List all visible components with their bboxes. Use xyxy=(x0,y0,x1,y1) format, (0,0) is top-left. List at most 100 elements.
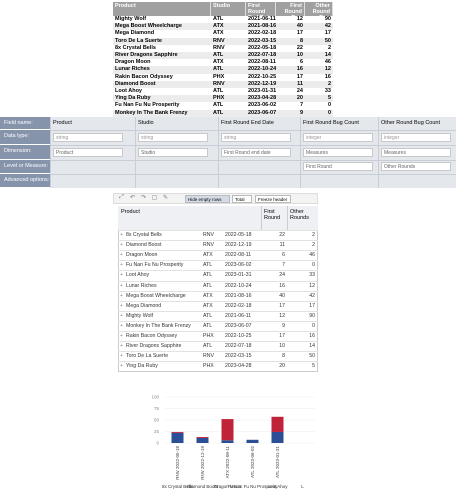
table-cell: 2022-07-18 xyxy=(246,52,276,60)
pivot-cell: 12 xyxy=(279,312,285,319)
toolbar-icon[interactable]: ✎ xyxy=(162,195,169,201)
x-tick-label: Loot Ahoy xyxy=(267,484,288,489)
pivot-cell: 17 xyxy=(279,333,285,339)
pivot-cell[interactable]: 8x Crystal Bells xyxy=(126,232,162,238)
pivot-cell[interactable]: Fu Nan Fu Nu Prosperity xyxy=(126,262,184,269)
pivot-cell[interactable]: Diamond Boost xyxy=(126,242,162,249)
pivot-cell[interactable]: Mighty Wolf xyxy=(126,312,154,319)
bar xyxy=(171,432,184,443)
field-input[interactable]: Measures xyxy=(303,148,373,157)
bar xyxy=(196,437,209,443)
table-cell: ATL xyxy=(211,66,246,74)
expand-icon[interactable]: + xyxy=(120,262,123,269)
table-cell: RNV xyxy=(211,37,246,45)
table-cell: Monkey In The Bank Frenzy xyxy=(113,109,211,117)
field-name: Product xyxy=(53,120,72,126)
table-cell: 2023-06-02 xyxy=(246,102,276,110)
toolbar-icon[interactable]: ▢ xyxy=(151,195,158,201)
pivot-cell: ATL xyxy=(203,282,213,289)
x-tick-label: Dragon Moon xyxy=(214,484,242,489)
table-cell: 2 xyxy=(305,44,333,52)
toolbar-icon[interactable]: ↷ xyxy=(140,195,147,201)
field-col-line xyxy=(135,117,136,188)
field-input[interactable]: Product xyxy=(53,148,123,157)
pivot-cell[interactable]: Ying Da Ruby xyxy=(126,363,158,370)
expand-icon[interactable]: + xyxy=(120,282,123,289)
x-sublabel: RNV 2022-12-19 xyxy=(200,446,205,480)
table-cell: 2022-10-24 xyxy=(246,66,276,74)
field-input[interactable]: First Round end date xyxy=(221,148,291,157)
pivot-cell[interactable]: Mega Boost Wheelcharge xyxy=(126,292,186,299)
pivot-cell[interactable]: Dragon Moon xyxy=(126,252,158,259)
pivot-cell[interactable]: Mega Diamond xyxy=(126,302,162,309)
field-input[interactable]: Measures xyxy=(381,148,451,157)
field-select[interactable]: integer xyxy=(303,133,373,142)
expand-icon[interactable]: + xyxy=(120,322,123,329)
field-row-line xyxy=(50,160,456,161)
expand-icon[interactable]: + xyxy=(120,353,123,360)
toolbar-button[interactable]: Freeze header xyxy=(255,195,291,203)
table-cell: 8 xyxy=(276,37,305,45)
table-cell: 2023-06-07 xyxy=(246,109,276,117)
field-select[interactable]: string xyxy=(138,133,208,142)
expand-icon[interactable]: + xyxy=(120,242,123,249)
table-cell: 14 xyxy=(305,52,333,60)
pivot-cell: PHX xyxy=(203,333,214,339)
table-cell: ATL xyxy=(211,102,246,110)
pivot-cell[interactable]: Toro De La Suerte xyxy=(126,353,169,360)
pivot-cell[interactable]: Loot Ahoy xyxy=(126,272,150,279)
expand-icon[interactable]: + xyxy=(120,312,123,319)
field-select[interactable]: string xyxy=(221,133,291,142)
expand-icon[interactable]: + xyxy=(120,302,123,309)
field-input[interactable]: Studio xyxy=(138,148,208,157)
pivot-cell: ATL xyxy=(203,343,213,350)
toolbar-icon[interactable]: ⤢ xyxy=(119,194,124,200)
pivot-cell: 0 xyxy=(312,262,315,269)
field-select[interactable]: string xyxy=(53,133,123,142)
expand-icon[interactable]: + xyxy=(120,252,123,259)
pivot-cell[interactable]: Monkey In The Bank Frenzy xyxy=(126,322,191,329)
pivot-cell: 12 xyxy=(309,282,315,289)
pivot-cell: 7 xyxy=(282,262,285,269)
expand-icon[interactable]: + xyxy=(120,232,123,238)
expand-icon[interactable]: + xyxy=(120,343,123,350)
pivot-cell: 6 xyxy=(282,252,285,259)
pivot-row-line xyxy=(118,240,318,242)
pivot-cell: 2022-05-18 xyxy=(225,232,252,238)
expand-icon[interactable]: + xyxy=(120,363,123,370)
table-cell: 11 xyxy=(276,80,305,88)
field-input[interactable]: First Round xyxy=(303,162,373,171)
table-cell: 2021-06-11 xyxy=(246,16,276,24)
toolbar-icon[interactable]: ↶ xyxy=(129,195,136,201)
table-cell: ATX xyxy=(211,59,246,67)
field-select[interactable]: integer xyxy=(381,133,451,142)
pivot-cell[interactable]: Lunar Riches xyxy=(126,282,157,289)
table-cell: 12 xyxy=(276,16,305,24)
table-cell: 12 xyxy=(305,66,333,74)
pivot-cell[interactable]: River Dragons Sapphire xyxy=(126,343,182,350)
bar xyxy=(196,437,209,438)
field-input[interactable]: Other Rounds xyxy=(381,162,451,171)
expand-icon[interactable]: + xyxy=(120,333,123,339)
table-cell: Lunar Riches xyxy=(113,66,211,74)
toolbar-button[interactable]: Total xyxy=(232,195,252,203)
y-tick-label: 0 xyxy=(156,441,159,446)
table-cell: 2022-03-15 xyxy=(246,37,276,45)
pivot-cell[interactable]: Rakin Bacon Odyssey xyxy=(126,333,178,339)
bar xyxy=(271,431,284,443)
table-cell: 17 xyxy=(305,30,333,38)
table-cell: ATL xyxy=(211,16,246,24)
expand-icon[interactable]: + xyxy=(120,292,123,299)
expand-icon[interactable]: + xyxy=(120,272,123,279)
pivot-cell: 14 xyxy=(309,343,315,350)
table-cell: Toro De La Suerte xyxy=(113,37,211,45)
table-cell: 0 xyxy=(305,109,333,117)
table-cell: 2022-08-11 xyxy=(246,59,276,67)
pivot-row-line xyxy=(118,300,318,302)
table-cell: ATL xyxy=(211,88,246,96)
pivot-bg xyxy=(118,206,318,372)
table-header: First Round End Date xyxy=(246,2,276,16)
field-col-line xyxy=(218,117,219,188)
toolbar-button[interactable]: Hide empty rows xyxy=(185,195,230,203)
table-header: Other Round Bug Count xyxy=(305,2,333,16)
